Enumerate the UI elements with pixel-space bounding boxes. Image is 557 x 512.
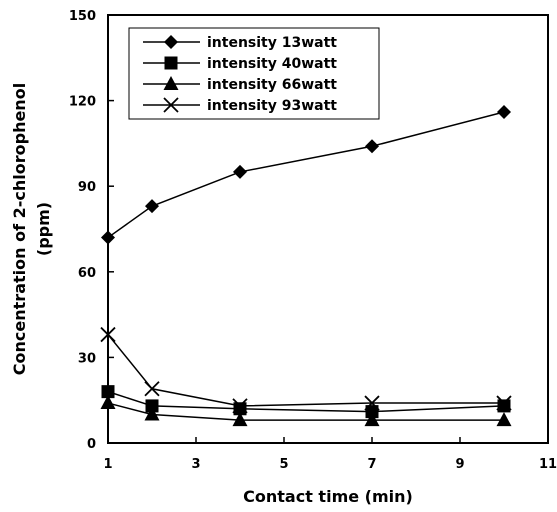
data-point-x [364, 395, 380, 411]
plot-area-frame [107, 14, 549, 444]
data-point-diamond [497, 105, 511, 120]
series-line-square [107, 390, 505, 413]
y-tick-label: 0 [87, 437, 96, 452]
y-tick-label: 150 [69, 9, 96, 24]
data-point-x [496, 395, 512, 411]
legend-marker-diamond [164, 35, 178, 49]
data-point-triangle [364, 412, 380, 427]
data-point-triangle [100, 395, 116, 410]
legend: intensity 13watt intensity 40watt intensit… [128, 27, 380, 120]
data-point-diamond [145, 199, 159, 214]
legend-marker-square [164, 56, 178, 70]
y-axis-title-line2: (ppm) [34, 202, 53, 256]
x-tick-label: 1 [103, 457, 112, 472]
legend-marker-triangle [163, 76, 179, 90]
y-axis-title-line1: Concentration of 2-chlorophenol [10, 83, 29, 375]
data-point-x [144, 381, 160, 397]
data-point-triangle [496, 412, 512, 427]
data-point-square [365, 405, 379, 419]
series-line-diamond [107, 111, 505, 239]
data-point-diamond [101, 230, 115, 245]
series-line-triangle [107, 402, 504, 421]
legend-label: intensity 66watt [207, 77, 337, 93]
data-point-square [497, 399, 511, 413]
x-axis-title: Contact time (min) [243, 487, 413, 506]
data-point-square [101, 385, 115, 399]
legend-label: intensity 93watt [207, 98, 337, 114]
x-tick-label: 7 [367, 457, 376, 472]
y-tick-label: 90 [78, 180, 96, 195]
y-tick-label: 60 [78, 266, 96, 281]
legend-label: intensity 40watt [207, 56, 337, 72]
legend-marker-x [163, 97, 179, 113]
y-tick-label: 30 [78, 351, 96, 366]
x-tick-label: 9 [455, 457, 464, 472]
data-point-x [232, 398, 248, 414]
data-point-x [100, 326, 116, 343]
y-axis: 0 30 60 90 120 150 [69, 9, 114, 452]
series-line-x [107, 334, 504, 407]
data-point-triangle [232, 412, 248, 427]
y-tick-label: 120 [69, 95, 96, 110]
x-tick-label: 11 [539, 457, 557, 472]
legend-label: intensity 13watt [207, 35, 337, 51]
data-point-diamond [365, 139, 379, 154]
x-tick-label: 3 [191, 457, 200, 472]
data-point-triangle [144, 406, 160, 421]
series-layer [100, 105, 512, 427]
data-point-diamond [233, 164, 247, 179]
x-tick-label: 5 [279, 457, 288, 472]
data-point-square [145, 399, 159, 413]
x-axis: 1 3 5 7 9 11 [103, 437, 557, 472]
